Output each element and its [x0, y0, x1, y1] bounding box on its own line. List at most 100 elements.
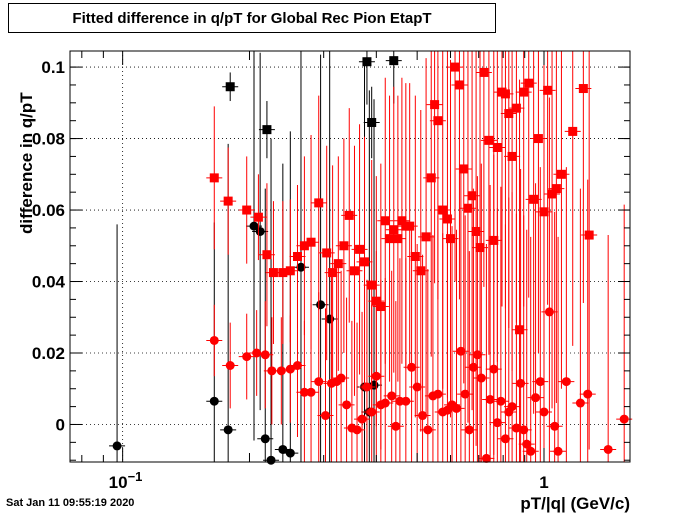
x-tick-label: 1 — [539, 473, 548, 492]
data-point-circle — [418, 411, 428, 421]
data-point-circle — [266, 455, 276, 465]
data-point-circle — [481, 453, 491, 463]
data-point-circle — [223, 425, 233, 435]
data-point-circle — [489, 364, 499, 374]
data-point-circle — [391, 421, 401, 431]
data-point-square — [299, 241, 309, 251]
data-point-circle — [468, 362, 478, 372]
data-point-square — [292, 252, 302, 261]
data-point-square — [492, 142, 502, 152]
data-point-square — [533, 134, 543, 144]
data-point-square — [380, 216, 390, 226]
data-point-square — [475, 243, 485, 253]
chart-title: Fitted difference in q/pT for Global Rec… — [72, 9, 432, 27]
data-point-circle — [342, 400, 352, 410]
data-point-square — [524, 78, 534, 88]
data-point-circle — [242, 352, 252, 362]
data-point-circle — [603, 444, 613, 454]
data-point-square — [584, 230, 594, 240]
data-point-square — [389, 56, 399, 66]
data-point-square — [500, 89, 510, 99]
data-point-circle — [452, 403, 462, 413]
data-point-circle — [260, 350, 270, 360]
data-point-square — [209, 173, 219, 183]
data-point-circle — [519, 425, 529, 435]
data-point-circle — [336, 373, 346, 383]
data-point-square — [242, 205, 252, 215]
data-point-square — [268, 268, 278, 278]
data-point-square — [471, 226, 481, 236]
data-point-square — [223, 196, 233, 206]
data-point-circle — [316, 300, 326, 310]
data-point-square — [322, 248, 332, 258]
data-point-square — [467, 191, 477, 201]
data-point-square — [463, 203, 473, 213]
data-point-circle — [267, 366, 277, 376]
data-point-circle — [535, 377, 545, 387]
data-point-circle — [249, 221, 259, 231]
data-point-circle — [209, 396, 219, 406]
data-point-circle — [412, 382, 422, 392]
grid-layer — [70, 51, 630, 462]
data-point-square — [479, 67, 489, 77]
data-point-circle — [476, 373, 486, 383]
y-axis-label: difference in q/pT — [17, 92, 36, 234]
data-point-square — [433, 116, 443, 126]
data-point-square — [367, 117, 377, 127]
data-point-square — [446, 234, 456, 244]
data-point-circle — [314, 377, 324, 387]
data-point-circle — [285, 448, 295, 458]
data-point-circle — [306, 387, 316, 397]
data-point-square — [426, 173, 436, 183]
data-point-square — [344, 210, 354, 220]
data-point-square — [225, 82, 235, 92]
data-point-square — [360, 257, 370, 267]
data-point-square — [410, 252, 420, 261]
data-point-square — [430, 100, 440, 110]
data-point-circle — [209, 335, 219, 345]
data-point-circle — [401, 396, 411, 406]
data-point-square — [349, 266, 359, 276]
data-point-square — [421, 232, 431, 242]
data-point-circle — [553, 446, 563, 456]
data-point-circle — [276, 366, 286, 376]
data-point-square — [578, 84, 588, 94]
data-point-square — [450, 62, 460, 72]
marks-layer — [109, 51, 633, 465]
data-point-square — [393, 234, 403, 244]
data-point-circle — [544, 307, 554, 317]
data-point-square — [442, 214, 452, 224]
data-point-square — [314, 198, 324, 208]
data-point-square — [507, 151, 517, 161]
data-point-square — [339, 241, 349, 251]
data-point-circle — [387, 391, 397, 401]
data-point-square — [454, 80, 464, 90]
data-point-square — [389, 225, 399, 235]
data-point-circle — [472, 350, 482, 360]
data-point-circle — [371, 371, 381, 381]
data-point-square — [515, 325, 525, 335]
y-tick-label: 0.08 — [32, 130, 65, 149]
data-point-circle — [423, 425, 433, 435]
data-point-square — [529, 194, 539, 204]
x-tick-label: 10−1 — [109, 469, 143, 492]
data-point-circle — [357, 414, 367, 424]
data-point-square — [278, 268, 288, 278]
timestamp: Sat Jan 11 09:55:19 2020 — [6, 497, 135, 509]
data-point-circle — [526, 446, 536, 456]
data-point-circle — [496, 396, 506, 406]
data-point-circle — [539, 407, 549, 417]
data-point-circle — [320, 411, 330, 421]
data-point-circle — [285, 364, 295, 374]
data-point-circle — [292, 361, 302, 371]
data-point-circle — [550, 421, 560, 431]
data-point-square — [416, 266, 426, 276]
data-point-circle — [296, 262, 306, 272]
data-point-circle — [352, 425, 362, 435]
data-point-square — [438, 205, 448, 215]
data-point-circle — [507, 402, 517, 412]
data-point-square — [285, 266, 295, 276]
data-point-circle — [485, 394, 495, 404]
plot-frame — [69, 50, 631, 463]
